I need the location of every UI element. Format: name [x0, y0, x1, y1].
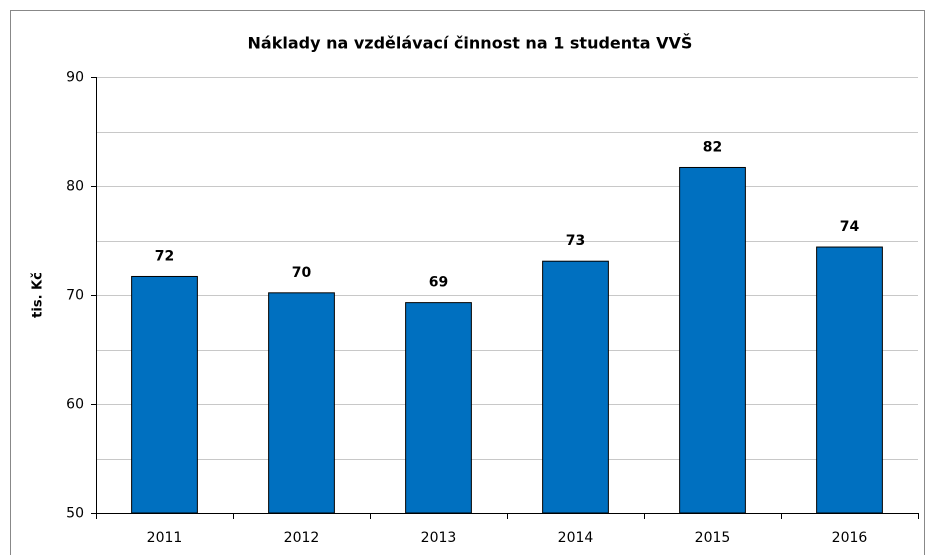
data-label: 70 [292, 265, 312, 281]
bar [405, 302, 472, 514]
data-label: 82 [703, 139, 722, 155]
bar [268, 292, 335, 514]
bar [816, 246, 883, 514]
y-tick-label: 50 [66, 506, 84, 522]
bar [679, 166, 746, 514]
bar [131, 275, 198, 514]
x-tick-label: 2011 [147, 530, 183, 546]
x-tick-label: 2016 [832, 530, 868, 546]
data-label: 69 [429, 275, 448, 291]
data-label: 72 [155, 248, 174, 264]
y-tick-label: 70 [66, 288, 84, 304]
bar [542, 260, 609, 514]
x-tick-label: 2014 [558, 530, 594, 546]
y-tick-label: 80 [66, 179, 84, 195]
data-label: 73 [566, 233, 585, 249]
y-tick-label: 90 [66, 70, 84, 86]
x-tick-label: 2012 [284, 530, 320, 546]
data-label: 74 [840, 219, 860, 235]
chart-title: Náklady na vzdělávací činnost na 1 stude… [248, 34, 693, 53]
x-tick-label: 2013 [421, 530, 457, 546]
y-tick-label: 60 [66, 397, 84, 413]
y-axis-label: tis. Kč [31, 272, 46, 318]
x-tick-label: 2015 [695, 530, 731, 546]
